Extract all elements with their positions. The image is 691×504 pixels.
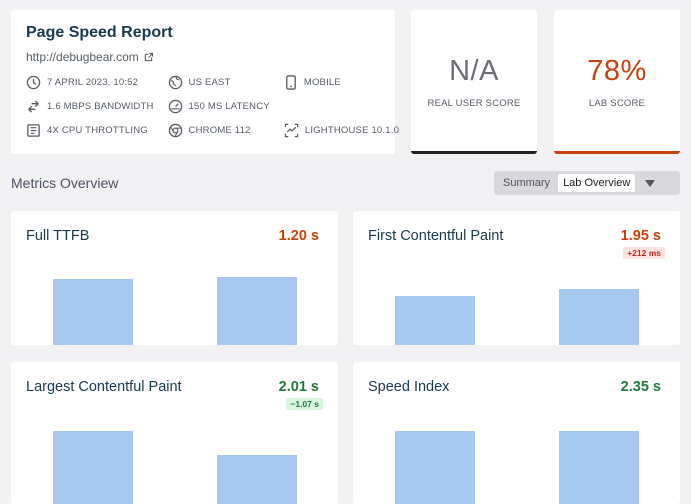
- metric-bar: [217, 277, 297, 345]
- metrics-overview-title: Metrics Overview: [11, 175, 119, 191]
- metric-value: 2.35 s: [620, 379, 661, 395]
- external-link-icon[interactable]: [143, 52, 154, 63]
- metric-name: Largest Contentful Paint: [26, 379, 182, 395]
- dropdown-caret-icon[interactable]: [645, 179, 656, 187]
- report-title: Page Speed Report: [26, 24, 173, 41]
- metric-card-lcp[interactable]: Largest Contentful Paint 2.01 s −1.07 s: [11, 362, 338, 504]
- lab-score-value: 78%: [587, 55, 647, 87]
- metric-name: First Contentful Paint: [368, 228, 504, 244]
- meta-device-label: MOBILE: [303, 76, 341, 88]
- meta-empty: [284, 98, 399, 114]
- chrome-icon: [168, 123, 182, 137]
- view-toggle[interactable]: Summary Lab Overview: [494, 171, 680, 195]
- meta-cpu: 4X CPU THROTTLING: [26, 122, 154, 138]
- metric-bar: [53, 431, 133, 504]
- metric-name: Full TTFB: [26, 228, 90, 244]
- meta-bandwidth-label: 1.6 MBPS BANDWIDTH: [47, 100, 154, 112]
- metric-name: Speed Index: [368, 379, 450, 395]
- meta-browser: CHROME 112: [168, 122, 270, 138]
- report-header-card: Page Speed Report http://debugbear.com 7…: [11, 10, 399, 154]
- meta-date-label: 7 APRIL 2023, 10:52: [47, 76, 139, 88]
- metric-bar: [395, 431, 475, 504]
- meta-location-label: US EAST: [188, 76, 231, 88]
- metric-value: 2.01 s: [278, 379, 319, 395]
- real-user-score-card[interactable]: N/A REAL USER SCORE: [411, 10, 537, 154]
- meta-latency-label: 150 MS LATENCY: [188, 100, 270, 112]
- metric-value: 1.95 s: [620, 228, 661, 244]
- mobile-icon: [285, 74, 296, 90]
- latency-icon: [168, 99, 182, 113]
- report-url-link[interactable]: http://debugbear.com: [26, 50, 139, 64]
- globe-icon: [168, 75, 182, 89]
- lighthouse-icon: [284, 123, 299, 137]
- meta-bandwidth: 1.6 MBPS BANDWIDTH: [26, 98, 154, 114]
- lab-score-label: LAB SCORE: [588, 98, 646, 109]
- meta-latency: 150 MS LATENCY: [168, 98, 270, 114]
- real-user-score-label: REAL USER SCORE: [427, 98, 521, 109]
- metric-delta-badge: −1.07 s: [286, 398, 323, 410]
- meta-lighthouse-label: LIGHTHOUSE 10.1.0: [304, 124, 400, 136]
- report-url-row: http://debugbear.com: [26, 50, 380, 64]
- metric-value: 1.20 s: [278, 228, 319, 244]
- meta-location: US EAST: [168, 74, 270, 90]
- meta-lighthouse: LIGHTHOUSE 10.1.0: [284, 122, 399, 138]
- cpu-icon: [27, 123, 40, 137]
- bandwidth-icon: [27, 99, 40, 113]
- report-meta-grid: 7 APRIL 2023, 10:52 US EAST MOBILE 1.6 M…: [26, 74, 399, 138]
- lab-score-card[interactable]: 78% LAB SCORE: [554, 10, 680, 154]
- toggle-summary[interactable]: Summary: [503, 177, 551, 189]
- toggle-lab-overview[interactable]: Lab Overview: [558, 174, 636, 192]
- metric-card-full-ttfb[interactable]: Full TTFB 1.20 s: [11, 211, 338, 345]
- meta-browser-label: CHROME 112: [188, 124, 251, 136]
- metric-bar: [559, 431, 639, 504]
- metric-card-speed-index[interactable]: Speed Index 2.35 s: [353, 362, 680, 504]
- real-user-score-value: N/A: [449, 55, 499, 87]
- metric-bar: [53, 279, 133, 345]
- metric-bar: [395, 296, 475, 345]
- metric-bar: [559, 289, 639, 345]
- metric-delta-badge: +212 ms: [623, 247, 665, 259]
- meta-cpu-label: 4X CPU THROTTLING: [47, 124, 148, 136]
- metric-bar: [217, 455, 297, 504]
- meta-device: MOBILE: [284, 74, 399, 90]
- clock-icon: [26, 75, 41, 89]
- metric-card-fcp[interactable]: First Contentful Paint 1.95 s +212 ms: [353, 211, 680, 345]
- meta-date: 7 APRIL 2023, 10:52: [26, 74, 154, 90]
